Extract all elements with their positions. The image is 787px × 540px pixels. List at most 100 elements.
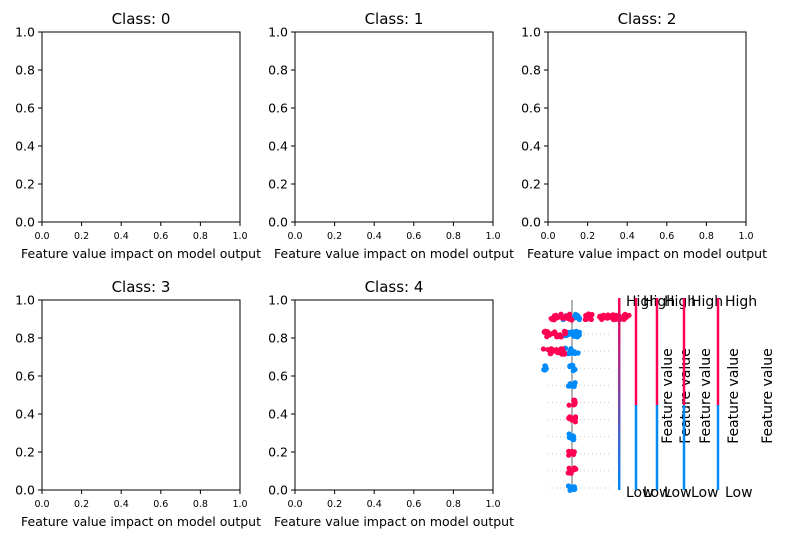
beeswarm-point — [575, 313, 581, 319]
beeswarm-point — [542, 367, 548, 373]
y-tick-label: 0.2 — [15, 445, 35, 460]
beeswarm-point — [621, 316, 627, 322]
x-axis-label: Feature value impact on model output — [274, 514, 514, 529]
x-tick-label: 0.6 — [153, 499, 168, 510]
beeswarm-point — [542, 363, 548, 369]
x-tick-label: 0.0 — [34, 231, 49, 242]
y-tick-label: 0.0 — [15, 215, 35, 230]
y-tick-label: 0.8 — [268, 63, 288, 78]
x-tick-label: 0.4 — [620, 231, 635, 242]
colorbar-axis-label: Feature value — [760, 348, 776, 444]
y-tick-label: 0.0 — [521, 215, 541, 230]
y-tick-label: 1.0 — [521, 25, 541, 40]
x-tick-label: 0.4 — [114, 231, 129, 242]
beeswarm-point — [572, 350, 578, 357]
beeswarm-point — [553, 331, 559, 337]
colorbar-low-label: Low — [691, 485, 719, 501]
colorbar-high-label: High — [643, 294, 675, 310]
beeswarm-point — [587, 314, 594, 320]
beeswarm-point — [568, 450, 574, 456]
y-tick-label: 0.4 — [15, 139, 35, 154]
y-tick-label: 0.2 — [268, 445, 288, 460]
x-tick-label: 0.2 — [74, 499, 89, 510]
axes-frame — [41, 299, 241, 491]
y-tick-label: 0.2 — [521, 177, 541, 192]
beeswarm-point — [567, 487, 573, 493]
colorbar-low-label: Low — [643, 485, 671, 501]
beeswarm-point — [569, 317, 575, 323]
x-axis-label: Feature value impact on model output — [527, 246, 767, 261]
beeswarm-point — [546, 332, 553, 338]
subplot-class-3: 0.0 0.2 0.4 0.6 0.8 1.0 0.0 0.2 0.4 0.6 0.8 1.0 Clas… — [15, 278, 261, 529]
colorbar-high-label: High — [664, 294, 696, 310]
x-tick-label: 0.2 — [580, 231, 595, 242]
y-tick-label: 0.4 — [268, 407, 288, 422]
x-tick-label: 0.6 — [659, 231, 674, 242]
y-tick-label: 0.0 — [15, 483, 35, 498]
beeswarm-point — [571, 436, 577, 443]
subplot-title: Class: 2 — [618, 10, 677, 28]
colorbar-axis-label: Feature value — [726, 348, 742, 444]
colorbar-axis-label: Feature value — [698, 348, 714, 444]
y-tick-label: 0.4 — [521, 139, 541, 154]
subplot-class-4: 0.0 0.2 0.4 0.6 0.8 1.0 0.0 0.2 0.4 0.6 0.8 1.0 Clas… — [268, 278, 514, 529]
x-tick-label: 0.0 — [287, 499, 302, 510]
beeswarm-point — [558, 334, 564, 340]
x-tick-label: 0.2 — [327, 499, 342, 510]
y-tick-label: 0.6 — [521, 101, 541, 116]
colorbar-high-label: High — [626, 294, 658, 310]
beeswarm-point — [572, 486, 578, 492]
subplot-class-2: 0.0 0.2 0.4 0.6 0.8 1.0 0.0 0.2 0.4 0.6 0.8 1.0 Clas… — [521, 10, 767, 261]
colorbar-axis-label: Feature value — [678, 348, 694, 444]
beeswarm-point — [540, 346, 547, 352]
subplot-title: Class: 4 — [365, 278, 424, 296]
subplot-class-1: 0.0 0.2 0.4 0.6 0.8 1.0 0.0 0.2 0.4 0.6 0.8 1.0 Clas… — [268, 10, 514, 261]
y-tick-label: 0.8 — [268, 331, 288, 346]
beeswarm-point — [560, 346, 566, 352]
x-tick-label: 1.0 — [485, 231, 500, 242]
shap-beeswarm-panel — [540, 300, 632, 493]
x-tick-label: 0.2 — [74, 231, 89, 242]
y-tick-label: 0.0 — [268, 483, 288, 498]
beeswarm-point — [626, 312, 632, 318]
x-tick-label: 1.0 — [232, 499, 247, 510]
x-tick-label: 0.0 — [540, 231, 555, 242]
axes-frame — [294, 31, 494, 223]
beeswarm-point — [571, 402, 577, 408]
beeswarm-point — [621, 312, 627, 318]
colorbar: High Low Feature value — [716, 294, 776, 501]
beeswarm-point — [576, 332, 582, 338]
x-tick-label: 0.8 — [446, 231, 461, 242]
beeswarm-point — [562, 329, 568, 335]
colorbar-high-label: High — [691, 294, 723, 310]
beeswarm-point — [610, 316, 616, 323]
y-tick-label: 0.0 — [268, 215, 288, 230]
colorbar-high-label: High — [725, 294, 757, 310]
subplot-title: Class: 0 — [112, 10, 171, 28]
y-tick-label: 0.4 — [15, 407, 35, 422]
x-axis-label: Feature value impact on model output — [21, 246, 261, 261]
beeswarm-point — [569, 415, 575, 421]
axes-frame — [41, 31, 241, 223]
colorbar: High Low Feature value — [618, 294, 676, 501]
y-tick-label: 0.6 — [268, 101, 288, 116]
colorbar-low-label: Low — [725, 485, 753, 501]
beeswarm-point — [583, 316, 589, 322]
beeswarm-point — [599, 316, 605, 322]
beeswarm-point — [571, 397, 577, 403]
x-axis-label: Feature value impact on model output — [21, 514, 261, 529]
beeswarm-point — [573, 466, 579, 472]
x-tick-label: 1.0 — [232, 231, 247, 242]
beeswarm-point — [547, 351, 553, 357]
y-tick-label: 0.8 — [15, 63, 35, 78]
y-tick-label: 1.0 — [268, 293, 288, 308]
beeswarm-point — [612, 312, 619, 318]
x-tick-label: 0.6 — [406, 231, 421, 242]
colorbar-bar — [618, 298, 621, 490]
subplot-title: Class: 1 — [365, 10, 424, 28]
beeswarm-point — [551, 313, 558, 319]
x-tick-label: 0.0 — [34, 499, 49, 510]
beeswarm-point — [566, 465, 572, 471]
